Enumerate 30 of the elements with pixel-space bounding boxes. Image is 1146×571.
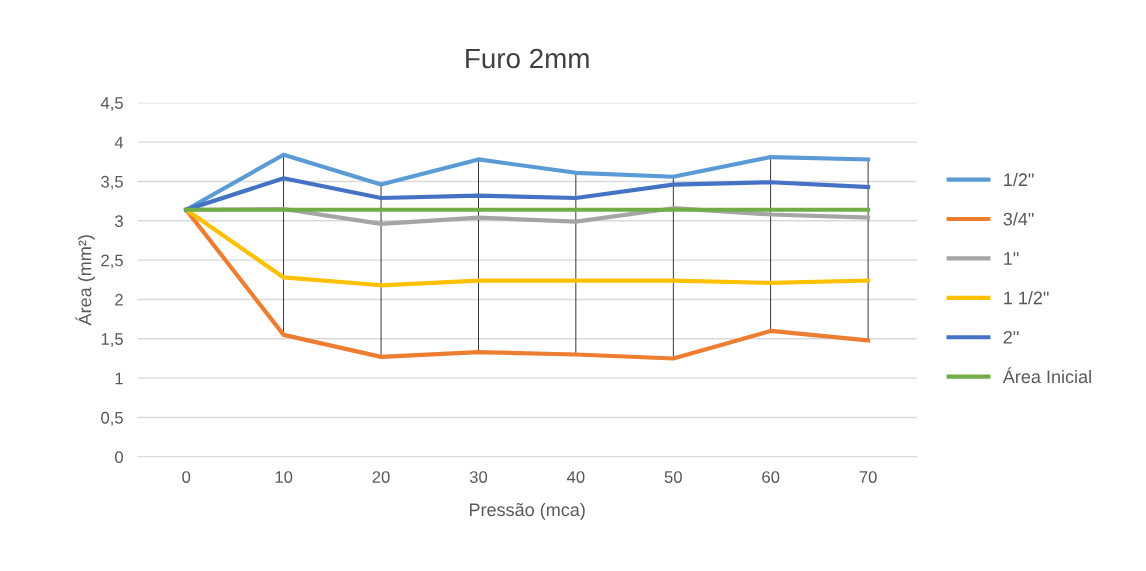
x-tick-label: 0 bbox=[182, 471, 191, 483]
x-tick-label: 10 bbox=[275, 471, 293, 483]
y-tick-label: 3,5 bbox=[101, 175, 123, 190]
line-series bbox=[184, 152, 871, 212]
x-tick-label: 30 bbox=[469, 471, 488, 483]
legend-label: 1/2" bbox=[1004, 172, 1034, 187]
line-series bbox=[184, 207, 871, 361]
y-tick-label: 4,5 bbox=[100, 97, 123, 111]
legend-label: 1 1/2" bbox=[1004, 291, 1049, 305]
legend-label: 1" bbox=[1004, 252, 1019, 265]
y-tick-label: 2 bbox=[115, 293, 123, 306]
y-tick-label: 2,5 bbox=[101, 254, 123, 269]
chart-title: Furo 2mm bbox=[466, 48, 589, 69]
x-tick-label: 70 bbox=[859, 471, 877, 483]
x-axis-title: Pressão (mca) bbox=[469, 502, 585, 520]
y-tick-label: 3 bbox=[115, 215, 123, 227]
y-tick-label: 4 bbox=[114, 136, 124, 149]
x-tick-label: 20 bbox=[372, 471, 390, 483]
legend-label: Área Inicial bbox=[1002, 367, 1091, 384]
legend-label: 2" bbox=[1003, 330, 1019, 344]
y-tick-label: 0 bbox=[115, 451, 123, 463]
y-tick-label: 1 bbox=[115, 372, 123, 385]
legend-label: 3/4" bbox=[1003, 212, 1034, 226]
x-tick-label: 60 bbox=[762, 471, 780, 483]
y-axis-title: Área (mm²) bbox=[75, 235, 95, 326]
x-tick-label: 50 bbox=[664, 471, 682, 483]
x-tick-label: 40 bbox=[566, 471, 585, 483]
line-series bbox=[184, 207, 871, 288]
y-tick-label: 0,5 bbox=[101, 411, 123, 426]
y-tick-label: 1,5 bbox=[101, 333, 123, 347]
